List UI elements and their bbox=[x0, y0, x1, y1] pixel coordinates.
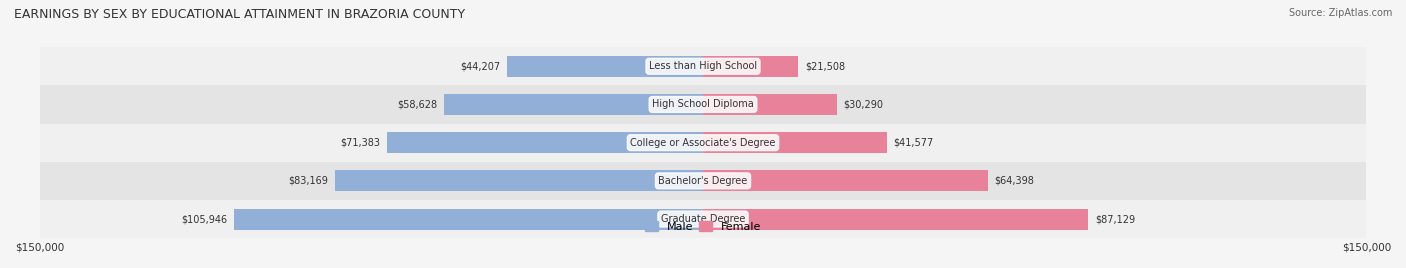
Text: EARNINGS BY SEX BY EDUCATIONAL ATTAINMENT IN BRAZORIA COUNTY: EARNINGS BY SEX BY EDUCATIONAL ATTAINMEN… bbox=[14, 8, 465, 21]
Bar bbox=[39, 200, 1367, 238]
Bar bbox=[39, 124, 1367, 162]
Text: $64,398: $64,398 bbox=[994, 176, 1035, 186]
Text: Bachelor's Degree: Bachelor's Degree bbox=[658, 176, 748, 186]
Text: $87,129: $87,129 bbox=[1095, 214, 1135, 224]
Text: $44,207: $44,207 bbox=[461, 61, 501, 71]
Bar bbox=[703, 132, 887, 153]
Bar bbox=[444, 94, 703, 115]
Bar bbox=[703, 170, 988, 191]
Bar bbox=[703, 56, 799, 77]
Bar bbox=[39, 47, 1367, 85]
Text: $30,290: $30,290 bbox=[844, 99, 883, 109]
Bar bbox=[703, 94, 837, 115]
Bar bbox=[39, 162, 1367, 200]
Bar bbox=[387, 132, 703, 153]
Text: $21,508: $21,508 bbox=[804, 61, 845, 71]
Text: College or Associate's Degree: College or Associate's Degree bbox=[630, 138, 776, 148]
Bar bbox=[703, 209, 1088, 230]
Text: High School Diploma: High School Diploma bbox=[652, 99, 754, 109]
Text: $58,628: $58,628 bbox=[396, 99, 437, 109]
Bar bbox=[508, 56, 703, 77]
Bar bbox=[39, 85, 1367, 124]
Text: Graduate Degree: Graduate Degree bbox=[661, 214, 745, 224]
Bar bbox=[235, 209, 703, 230]
Legend: Male, Female: Male, Female bbox=[640, 217, 766, 236]
Text: Source: ZipAtlas.com: Source: ZipAtlas.com bbox=[1288, 8, 1392, 18]
Text: $71,383: $71,383 bbox=[340, 138, 381, 148]
Text: $105,946: $105,946 bbox=[181, 214, 228, 224]
Bar bbox=[335, 170, 703, 191]
Text: Less than High School: Less than High School bbox=[650, 61, 756, 71]
Text: $41,577: $41,577 bbox=[893, 138, 934, 148]
Text: $83,169: $83,169 bbox=[288, 176, 329, 186]
